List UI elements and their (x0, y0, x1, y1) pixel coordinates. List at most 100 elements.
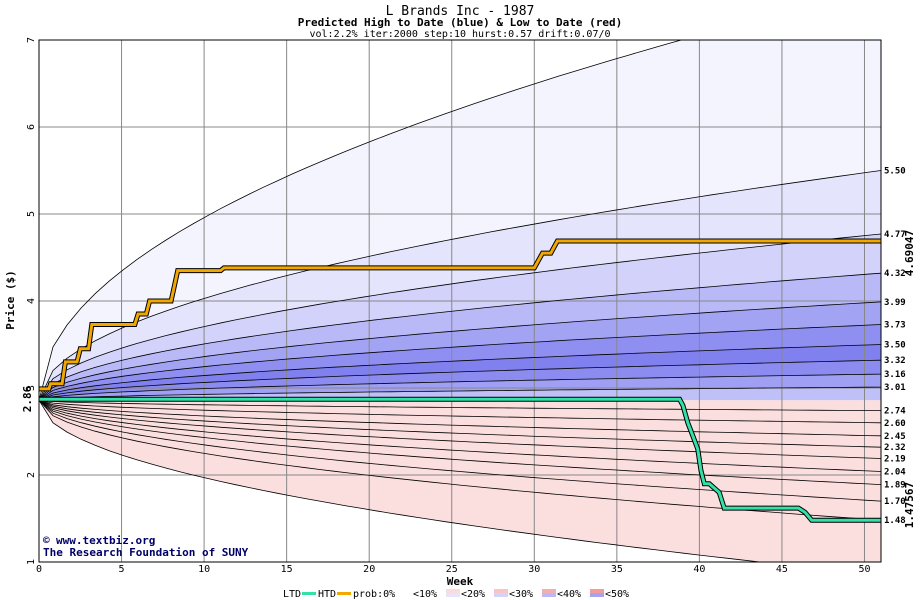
right-label-6: 3.32 (884, 356, 906, 366)
credit-copyright-icon: © (43, 534, 50, 547)
right-label-16: 1.70 (884, 497, 906, 507)
chart-title: L Brands Inc - 1987 (386, 4, 535, 19)
x-tick-label-7: 35 (611, 564, 623, 575)
start-price-label: 2.86 (21, 385, 34, 412)
low-contour-outer (39, 399, 764, 562)
right-label-12: 2.32 (884, 443, 906, 453)
right-quantile-labels: 5.50 4.77 4.32 3.99 3.73 3.50 3.32 3.16 3.01 2.74… (884, 167, 906, 527)
legend-htd-label: HTD (318, 589, 336, 600)
x-tick-label-6: 30 (528, 564, 540, 575)
high-band-p60 (39, 360, 881, 401)
high-contour-p70 (39, 373, 881, 401)
x-tick-label-4: 20 (363, 564, 375, 575)
htd-end-value-label: 4.69047 (903, 230, 916, 276)
chart-subtitle: Predicted High to Date (blue) & Low to D… (298, 16, 623, 29)
y-tick-label-2: 3 (26, 385, 37, 391)
quantile-contours (39, 40, 881, 562)
high-band-outer (39, 40, 881, 401)
credit-url: www.textbiz.org (56, 534, 155, 547)
x-tick-label-0: 0 (36, 564, 42, 575)
x-tick-label-9: 45 (776, 564, 788, 575)
legend-swatch-2-low-half (494, 589, 508, 593)
right-label-0: 5.50 (884, 167, 906, 177)
y-tick-label-5: 6 (26, 124, 37, 130)
x-tick-label-10: 50 (858, 564, 870, 575)
legend-ltd-label: LTD (283, 589, 301, 600)
y-tick-label-4: 5 (26, 211, 37, 217)
right-label-13: 2.19 (884, 454, 906, 464)
right-label-1: 4.77 (884, 230, 906, 240)
right-label-8: 3.01 (884, 383, 906, 393)
low-contour-p70 (39, 399, 881, 424)
legend-item-3: <40% (557, 589, 581, 600)
high-band-p0 (39, 170, 881, 401)
legend-item-1: <20% (461, 589, 485, 600)
high-contour-p10 (39, 233, 881, 401)
legend-swatch-0-low-half (398, 589, 412, 593)
legend-ltd-swatch (302, 592, 316, 595)
quantile-bands (39, 40, 881, 562)
chart-params: vol:2.2% iter:2000 step:10 hurst:0.57 dr… (309, 29, 610, 40)
low-contour-p60 (39, 399, 881, 437)
high-contour-p30 (39, 301, 881, 401)
high-contour-p60 (39, 359, 881, 401)
x-tick-label-1: 5 (119, 564, 125, 575)
high-contour-p80 (39, 386, 881, 401)
credit-org: The Research Foundation of SUNY (43, 546, 249, 559)
legend: LTD HTD prob:0% <10% <20% <30% <40% <50% (283, 589, 629, 600)
y-axis-label: Price ($) (4, 270, 17, 330)
x-axis-label: Week (447, 575, 474, 588)
x-tick-label-8: 40 (693, 564, 705, 575)
right-label-14: 2.04 (884, 468, 906, 478)
right-label-17: 1.48 (884, 516, 906, 526)
high-contour-p50 (39, 344, 881, 401)
credit-block: © www.textbiz.org The Research Foundatio… (43, 534, 249, 559)
right-label-4: 3.73 (884, 320, 906, 330)
plot-frame (38, 39, 882, 563)
high-band-p50 (39, 344, 881, 401)
x-tick-label-3: 15 (281, 564, 293, 575)
right-label-15: 1.89 (884, 481, 906, 491)
low-contour-p10 (39, 399, 881, 502)
y-tick-label-1: 2 (26, 472, 37, 478)
high-band-p40 (39, 324, 881, 401)
x-tick-label-2: 10 (198, 564, 210, 575)
legend-item-0: <10% (413, 589, 437, 600)
high-contour-p40 (39, 324, 881, 401)
x-tick-label-5: 25 (446, 564, 458, 575)
high-contour-p0 (39, 170, 881, 401)
low-contour-p40 (39, 399, 881, 459)
ltd-end-value-label: 1.47567 (903, 482, 916, 528)
y-tick-label-0: 1 (26, 559, 37, 565)
ltd-line (39, 397, 881, 522)
legend-prob-label: prob:0% (353, 589, 395, 600)
x-axis-ticks: 0 5 10 15 20 25 30 35 40 45 50 (36, 564, 871, 575)
legend-item-2: <30% (509, 589, 533, 600)
series-lines (39, 238, 881, 523)
high-band-p30 (39, 301, 881, 401)
high-band-p20 (39, 273, 881, 401)
high-band-p10 (39, 234, 881, 401)
low-contour-p80 (39, 399, 881, 411)
htd-line (39, 239, 881, 391)
right-label-7: 3.16 (884, 370, 906, 380)
right-label-5: 3.50 (884, 341, 906, 351)
right-label-2: 4.32 (884, 269, 906, 279)
legend-swatch-4-low-half (590, 589, 604, 593)
y-axis-ticks: 1 2 3 4 5 6 7 (26, 37, 37, 565)
y-tick-label-3: 4 (26, 298, 37, 304)
legend-htd-swatch (337, 592, 351, 595)
legend-swatch-1-low-half (446, 589, 460, 593)
low-contour-p50 (39, 399, 881, 448)
low-contour-p20 (39, 399, 881, 485)
right-label-11: 2.45 (884, 432, 906, 442)
high-contour-outer (39, 40, 683, 401)
right-label-10: 2.60 (884, 419, 906, 429)
high-contour-p20 (39, 272, 881, 401)
right-label-9: 2.74 (884, 407, 906, 417)
legend-item-4: <50% (605, 589, 629, 600)
legend-swatch-3-low-half (542, 589, 556, 593)
y-tick-label-6: 7 (26, 37, 37, 43)
right-label-3: 3.99 (884, 298, 906, 308)
